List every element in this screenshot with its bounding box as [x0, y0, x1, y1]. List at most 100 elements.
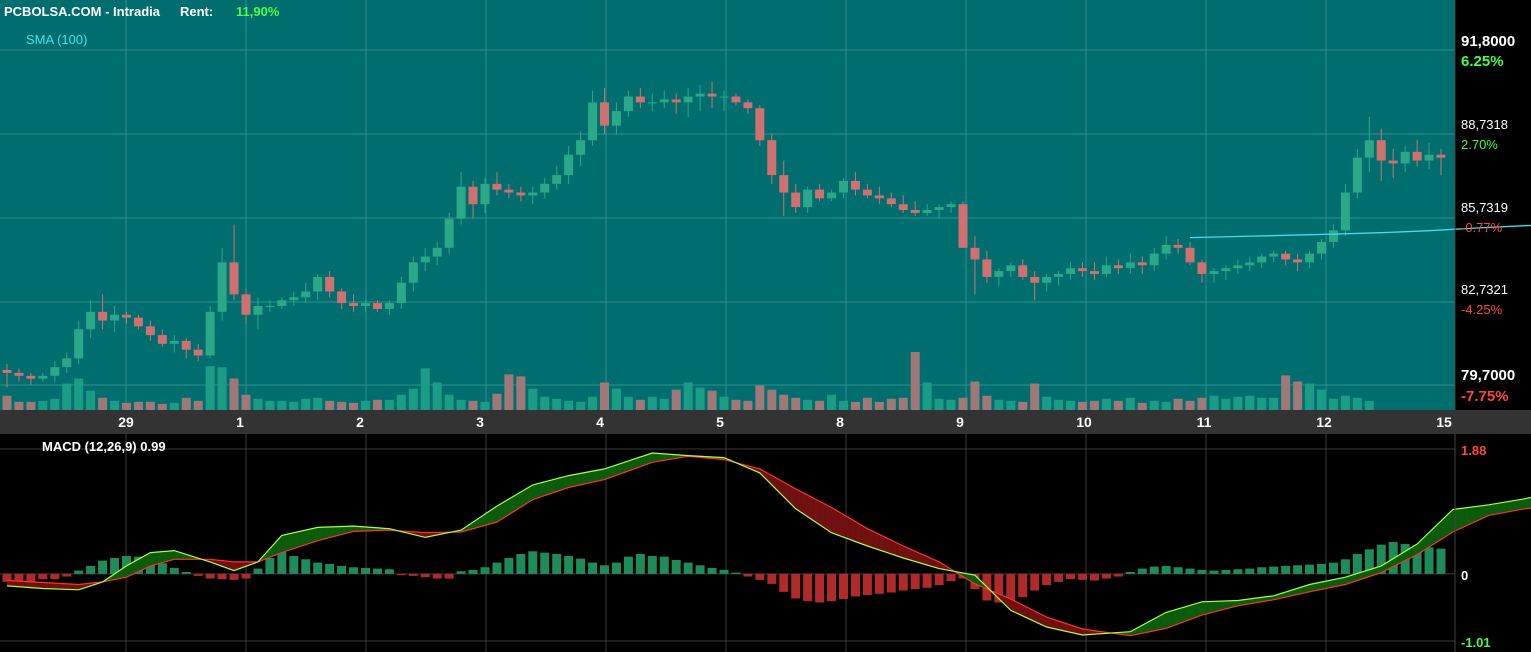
macd-fill-segment	[1488, 503, 1495, 516]
candle-body	[886, 198, 896, 205]
candle-body	[623, 96, 633, 112]
macd-hist-bar	[564, 555, 574, 574]
macd-fill-segment	[580, 472, 587, 486]
price-axis-labels: 91,8000 6.25% 88,7318 2.70% 85,7319 -0.77% 82,…	[1461, 33, 1515, 405]
volume-bar	[1305, 383, 1315, 410]
volume-bar	[1317, 389, 1326, 410]
candle-body	[325, 276, 335, 292]
macd-hist-bar	[755, 573, 765, 580]
volume-bar	[1042, 396, 1052, 410]
volume-bar	[611, 388, 621, 410]
candle-body	[874, 195, 884, 199]
candle-body	[1340, 192, 1350, 231]
macd-hist-bar	[265, 557, 275, 574]
volume-bar	[384, 399, 394, 410]
macd-hist-bar	[910, 573, 920, 590]
candle-body	[1054, 274, 1064, 277]
volume-bar	[815, 400, 825, 410]
candle-body	[1089, 271, 1099, 274]
macd-hist-bar	[1197, 569, 1207, 574]
macd-hist-bar	[1305, 564, 1315, 574]
candle-body	[157, 335, 167, 344]
volume-bar	[38, 400, 48, 410]
macd-hist-bar	[169, 567, 179, 574]
candle-body	[1113, 265, 1123, 269]
volume-bar	[564, 400, 574, 410]
candle-body	[1137, 262, 1147, 266]
macd-hist-bar	[337, 565, 347, 574]
macd-hist-bar	[994, 573, 1004, 603]
price-axis-pct: -0.77%	[1461, 220, 1503, 235]
candle-body	[815, 189, 825, 199]
candle-body	[576, 140, 586, 155]
macd-fill-segment	[831, 507, 838, 536]
volume-bar	[62, 383, 72, 410]
macd-hist-bar	[444, 573, 454, 579]
macd-hist-bar	[540, 552, 550, 574]
volume-bar	[1197, 397, 1207, 410]
candle-body	[313, 276, 323, 292]
volume-bar	[229, 378, 239, 410]
candle-body	[862, 189, 872, 196]
volume-bars	[2, 352, 1374, 410]
volume-bar	[1293, 381, 1303, 410]
candle-body	[1209, 271, 1219, 274]
macd-title: MACD (12,26,9) 0.99	[42, 439, 166, 454]
candle-body	[396, 282, 406, 304]
candle-body	[480, 183, 490, 205]
candle-body	[540, 183, 550, 193]
macd-hist-bar	[516, 553, 526, 574]
macd-hist-bar	[26, 573, 36, 582]
macd-hist-bar	[289, 555, 299, 574]
volume-bar	[576, 401, 586, 410]
macd-hist-bar	[396, 573, 406, 576]
candle-body	[1317, 242, 1326, 254]
candle-body	[2, 370, 12, 373]
macd-hist-bar	[1221, 569, 1231, 574]
candle-body	[898, 204, 908, 210]
date-axis-label: 5	[716, 414, 724, 430]
volume-bar	[217, 367, 227, 410]
candle-body	[1221, 268, 1231, 272]
macd-fill-segment	[574, 473, 581, 487]
macd-hist-bar	[898, 573, 908, 591]
volume-bar	[492, 393, 502, 410]
price-axis-pct: -7.75%	[1461, 388, 1509, 405]
macd-hist-bar	[372, 568, 382, 574]
macd-hist-bar	[779, 573, 789, 592]
price-axis-pct: 2.70%	[1461, 137, 1498, 152]
volume-bar	[133, 401, 143, 410]
volume-bar	[623, 396, 633, 410]
volume-bar	[862, 397, 872, 410]
candle-body	[193, 349, 203, 356]
candle-body	[1078, 268, 1087, 272]
candle-body	[432, 247, 442, 257]
candle-body	[349, 303, 359, 306]
volume-bar	[1352, 397, 1362, 410]
candle-body	[839, 180, 848, 193]
volume-bar	[803, 399, 813, 410]
macd-hist-bar	[1269, 566, 1279, 574]
candle-body	[217, 262, 227, 312]
volume-bar	[396, 394, 406, 410]
macd-hist-bar	[480, 567, 490, 574]
candle-body	[1376, 140, 1386, 161]
candle-body	[850, 180, 860, 190]
macd-hist-bar	[850, 573, 860, 597]
volume-bar	[528, 388, 538, 410]
date-axis-label: 9	[956, 414, 964, 430]
volume-bar	[970, 381, 980, 410]
candle-body	[922, 210, 932, 213]
volume-bar	[145, 401, 155, 410]
volume-bar	[1018, 401, 1028, 410]
candle-body	[289, 297, 299, 301]
macd-hist-bar	[874, 573, 884, 594]
rent-value: 11,90%	[236, 4, 280, 19]
macd-hist-bar	[611, 562, 621, 574]
volume-bar	[241, 394, 251, 410]
volume-bar	[635, 399, 645, 410]
macd-hist-bar	[791, 573, 801, 599]
macd-hist-bar	[38, 573, 48, 580]
macd-fill-segment	[1512, 499, 1519, 512]
candle-body	[1197, 262, 1207, 274]
